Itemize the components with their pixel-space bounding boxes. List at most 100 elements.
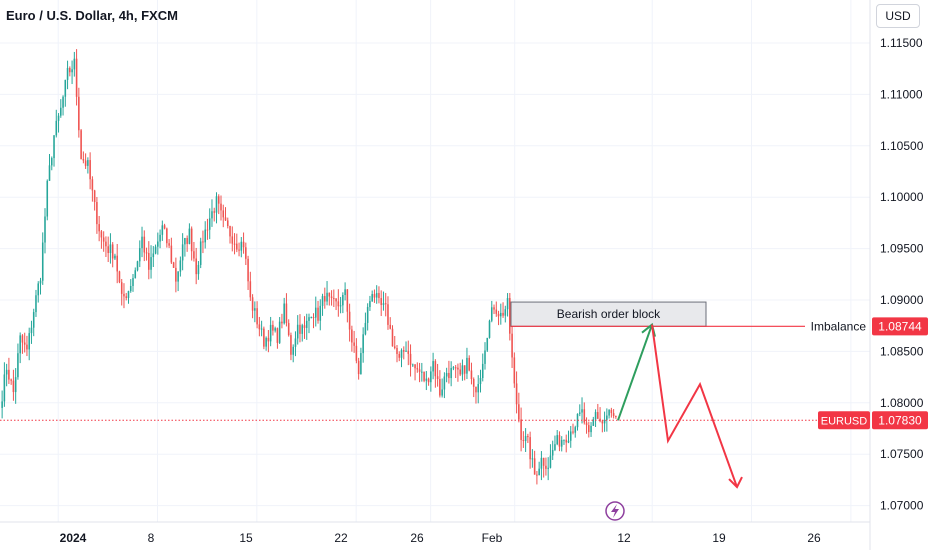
candle-body [107,246,109,254]
candle-body [441,389,443,396]
candle-body [57,115,60,121]
candle-body [125,296,128,298]
candle-body [152,253,155,258]
projection-down-path [651,324,738,488]
candle-body [195,258,197,275]
candle-body [8,369,10,380]
candle-body [585,422,588,426]
candle-body [41,242,44,281]
candle-body [321,296,324,306]
candle-body [393,346,396,349]
candle-body [601,421,604,424]
candle-body [26,344,28,350]
candle-body [172,262,175,268]
candle-body [73,58,76,70]
candle-body [296,324,299,339]
price-axis-tick: 1.07500 [880,447,924,461]
candle-body [387,304,389,325]
candle-body [506,298,509,310]
candle-body [226,220,229,226]
candle-body [98,224,100,232]
candle-body [123,293,125,297]
candle-body [513,357,516,384]
candle-body [254,308,256,311]
candle-body [569,431,572,441]
candle-body [166,228,168,244]
candle-body [199,241,202,265]
candle-body [3,374,6,402]
candle-body [263,328,265,347]
candle-body [612,413,615,416]
candle-body [518,404,520,420]
candle-body [346,289,349,312]
candle-body [477,384,480,393]
candle-body [75,58,78,97]
price-axis-tick: 1.08500 [880,344,924,358]
candle-body [202,241,204,243]
candle-body [409,353,412,365]
candle-body [459,369,461,375]
candle-body [333,298,335,300]
candle-body [35,295,37,313]
candle-body [484,350,486,364]
candle-body [62,96,64,108]
candle-body [132,277,134,286]
candle-body [416,368,419,370]
candle-body [565,439,568,443]
candle-body [238,249,240,251]
candle-body [461,365,464,375]
candle-body [592,419,595,426]
candle-body [335,298,337,302]
candle-body [378,293,380,299]
price-axis-tick: 1.09500 [880,242,924,256]
candle-body [46,180,49,217]
candle-body [353,342,355,346]
time-axis-tick: 26 [807,531,821,545]
candle-body [71,69,73,73]
price-axis-tick: 1.11000 [880,87,923,101]
candle-body [472,379,475,387]
candle-body [161,225,164,235]
candle-body [545,465,547,469]
candle-body [150,257,152,270]
candle-body [364,322,367,335]
candle-body [120,282,123,294]
time-axis-tick: 2024 [60,531,87,545]
candle-body [360,353,362,375]
candle-body [454,367,457,369]
projection-down-arrowhead [728,476,743,489]
candle-body [109,244,112,254]
candle-body [14,377,17,393]
currency-button[interactable]: USD [876,4,920,28]
candle-body [529,437,531,460]
candle-body [267,337,270,342]
candle-body [578,412,581,414]
candle-body [418,369,421,372]
candle-body [12,380,15,393]
candle-body [457,367,459,370]
price-axis-tick: 1.11500 [880,36,923,50]
price-axis-tick: 1.10500 [880,139,924,153]
candle-body [326,292,328,302]
candle-body [319,305,322,321]
candle-body [188,228,191,244]
candle-body [111,244,114,259]
candle-body [10,379,12,381]
candle-body [597,412,599,419]
imbalance-price-tag: 1.08744 [878,319,922,333]
candle-body [567,440,570,443]
candle-body [583,409,586,423]
candle-body [251,297,254,311]
candle-body [30,327,33,334]
candle-body [179,260,182,272]
candle-body [224,217,227,221]
candle-body [127,291,130,298]
candle-body [222,210,225,218]
candle-body [330,296,333,299]
candle-body [193,251,195,259]
candle-body [305,320,308,328]
candle-body [445,372,448,377]
candle-body [436,376,439,380]
candle-body [53,135,55,159]
